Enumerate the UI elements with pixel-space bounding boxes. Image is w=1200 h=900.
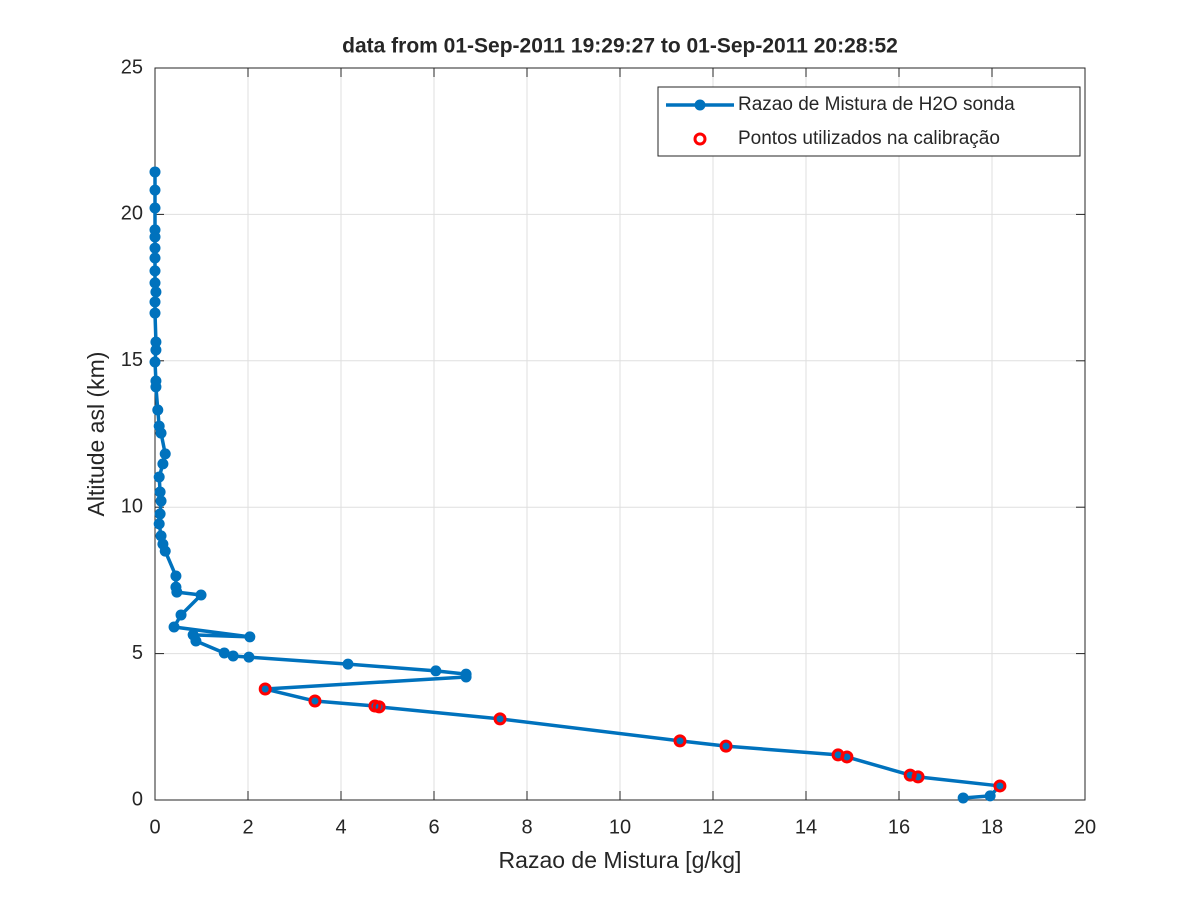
marker xyxy=(673,734,687,748)
x-tick-label: 16 xyxy=(888,816,910,838)
marker xyxy=(342,658,354,670)
marker xyxy=(149,296,161,308)
marker xyxy=(149,184,161,196)
marker xyxy=(372,700,386,714)
y-tick-label: 5 xyxy=(132,642,143,664)
marker xyxy=(149,307,161,319)
y-axis-label: Altitude asl (km) xyxy=(83,352,109,517)
marker xyxy=(150,286,162,298)
marker xyxy=(911,770,925,784)
marker xyxy=(150,336,162,348)
y-tick-label: 25 xyxy=(121,56,143,78)
marker xyxy=(159,448,171,460)
x-tick-label: 6 xyxy=(428,816,439,838)
x-tick-label: 18 xyxy=(981,816,1003,838)
marker xyxy=(155,495,167,507)
marker xyxy=(258,682,272,696)
marker xyxy=(149,356,161,368)
marker xyxy=(155,530,167,542)
marker xyxy=(903,768,917,782)
x-axis-label: Razao de Mistura [g/kg] xyxy=(499,847,742,873)
marker xyxy=(153,420,165,432)
marker xyxy=(195,589,207,601)
x-tick-label: 4 xyxy=(335,816,346,838)
marker xyxy=(149,242,161,254)
marker xyxy=(150,344,162,356)
marker xyxy=(149,277,161,289)
marker xyxy=(149,224,161,236)
marker xyxy=(170,581,182,593)
marker xyxy=(218,647,230,659)
x-tick-label: 12 xyxy=(702,816,724,838)
marker xyxy=(149,265,161,277)
marker xyxy=(149,252,161,264)
marker xyxy=(957,792,969,804)
legend-marker xyxy=(693,132,707,146)
legend: Razao de Mistura de H2O sonda Pontos util… xyxy=(657,86,1081,157)
marker xyxy=(430,665,442,677)
x-tick-label: 0 xyxy=(149,816,160,838)
x-tick-label: 10 xyxy=(609,816,631,838)
chart-title: data from 01-Sep-2011 19:29:27 to 01-Sep… xyxy=(342,35,898,58)
x-tick-label: 2 xyxy=(242,816,253,838)
marker xyxy=(150,375,162,387)
marker xyxy=(154,486,166,498)
marker xyxy=(244,631,256,643)
x-tick-label: 20 xyxy=(1074,816,1096,838)
y-tick-label: 0 xyxy=(132,788,143,810)
y-tick-label: 15 xyxy=(121,349,143,371)
axes-box xyxy=(154,67,1086,801)
marker xyxy=(187,629,199,641)
marker xyxy=(149,166,161,178)
marker xyxy=(993,779,1007,793)
marker xyxy=(227,650,239,662)
marker xyxy=(149,202,161,214)
marker xyxy=(308,694,322,708)
marker xyxy=(493,712,507,726)
marker xyxy=(154,508,166,520)
marker xyxy=(157,538,169,550)
marker xyxy=(984,790,996,802)
marker xyxy=(840,750,854,764)
x-tick-label: 8 xyxy=(521,816,532,838)
marker xyxy=(460,668,472,680)
x-tick-label: 14 xyxy=(795,816,817,838)
legend-marker xyxy=(694,99,706,111)
legend-label: Pontos utilizados na calibração xyxy=(738,128,1000,149)
marker xyxy=(152,404,164,416)
marker xyxy=(170,570,182,582)
marker xyxy=(168,621,180,633)
y-tick-label: 20 xyxy=(121,203,143,225)
marker xyxy=(243,651,255,663)
y-tick-label: 10 xyxy=(121,495,143,517)
marker xyxy=(153,518,165,530)
legend-box xyxy=(657,86,1081,157)
marker xyxy=(719,739,733,753)
legend-label: Razao de Mistura de H2O sonda xyxy=(738,94,1015,115)
marker xyxy=(157,458,169,470)
marker xyxy=(153,471,165,483)
marker xyxy=(175,609,187,621)
